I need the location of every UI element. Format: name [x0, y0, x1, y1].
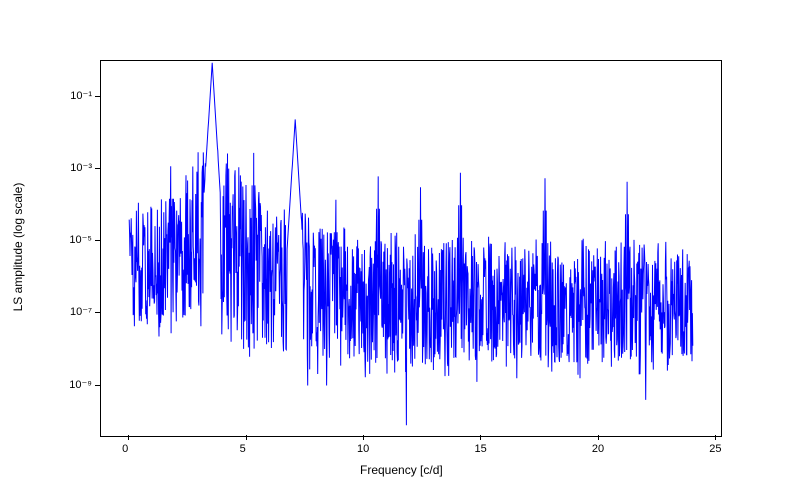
- x-tick-label: 25: [709, 443, 721, 455]
- x-tick-label: 15: [474, 443, 486, 455]
- x-tick: [363, 435, 364, 440]
- y-tick-label: 10⁻³: [70, 161, 92, 174]
- y-tick: [95, 312, 100, 313]
- x-tick: [598, 435, 599, 440]
- x-tick: [480, 435, 481, 440]
- x-tick-label: 5: [240, 443, 246, 455]
- figure: Frequency [c/d] LS amplitude (log scale)…: [0, 0, 800, 500]
- y-tick: [95, 385, 100, 386]
- y-axis-label: LS amplitude (log scale): [11, 167, 25, 327]
- x-tick-label: 0: [122, 443, 128, 455]
- x-tick-label: 10: [357, 443, 369, 455]
- periodogram-line: [101, 61, 721, 436]
- y-tick-label: 10⁻⁵: [69, 233, 92, 246]
- y-tick-label: 10⁻⁹: [69, 378, 92, 391]
- plot-area: [100, 60, 722, 437]
- y-tick-label: 10⁻¹: [70, 89, 92, 102]
- x-tick-label: 20: [592, 443, 604, 455]
- y-tick: [95, 240, 100, 241]
- y-tick: [95, 96, 100, 97]
- y-tick-label: 10⁻⁷: [70, 305, 92, 318]
- x-axis-label: Frequency [c/d]: [360, 463, 443, 477]
- x-tick: [128, 435, 129, 440]
- x-tick: [715, 435, 716, 440]
- x-tick: [246, 435, 247, 440]
- y-tick: [95, 168, 100, 169]
